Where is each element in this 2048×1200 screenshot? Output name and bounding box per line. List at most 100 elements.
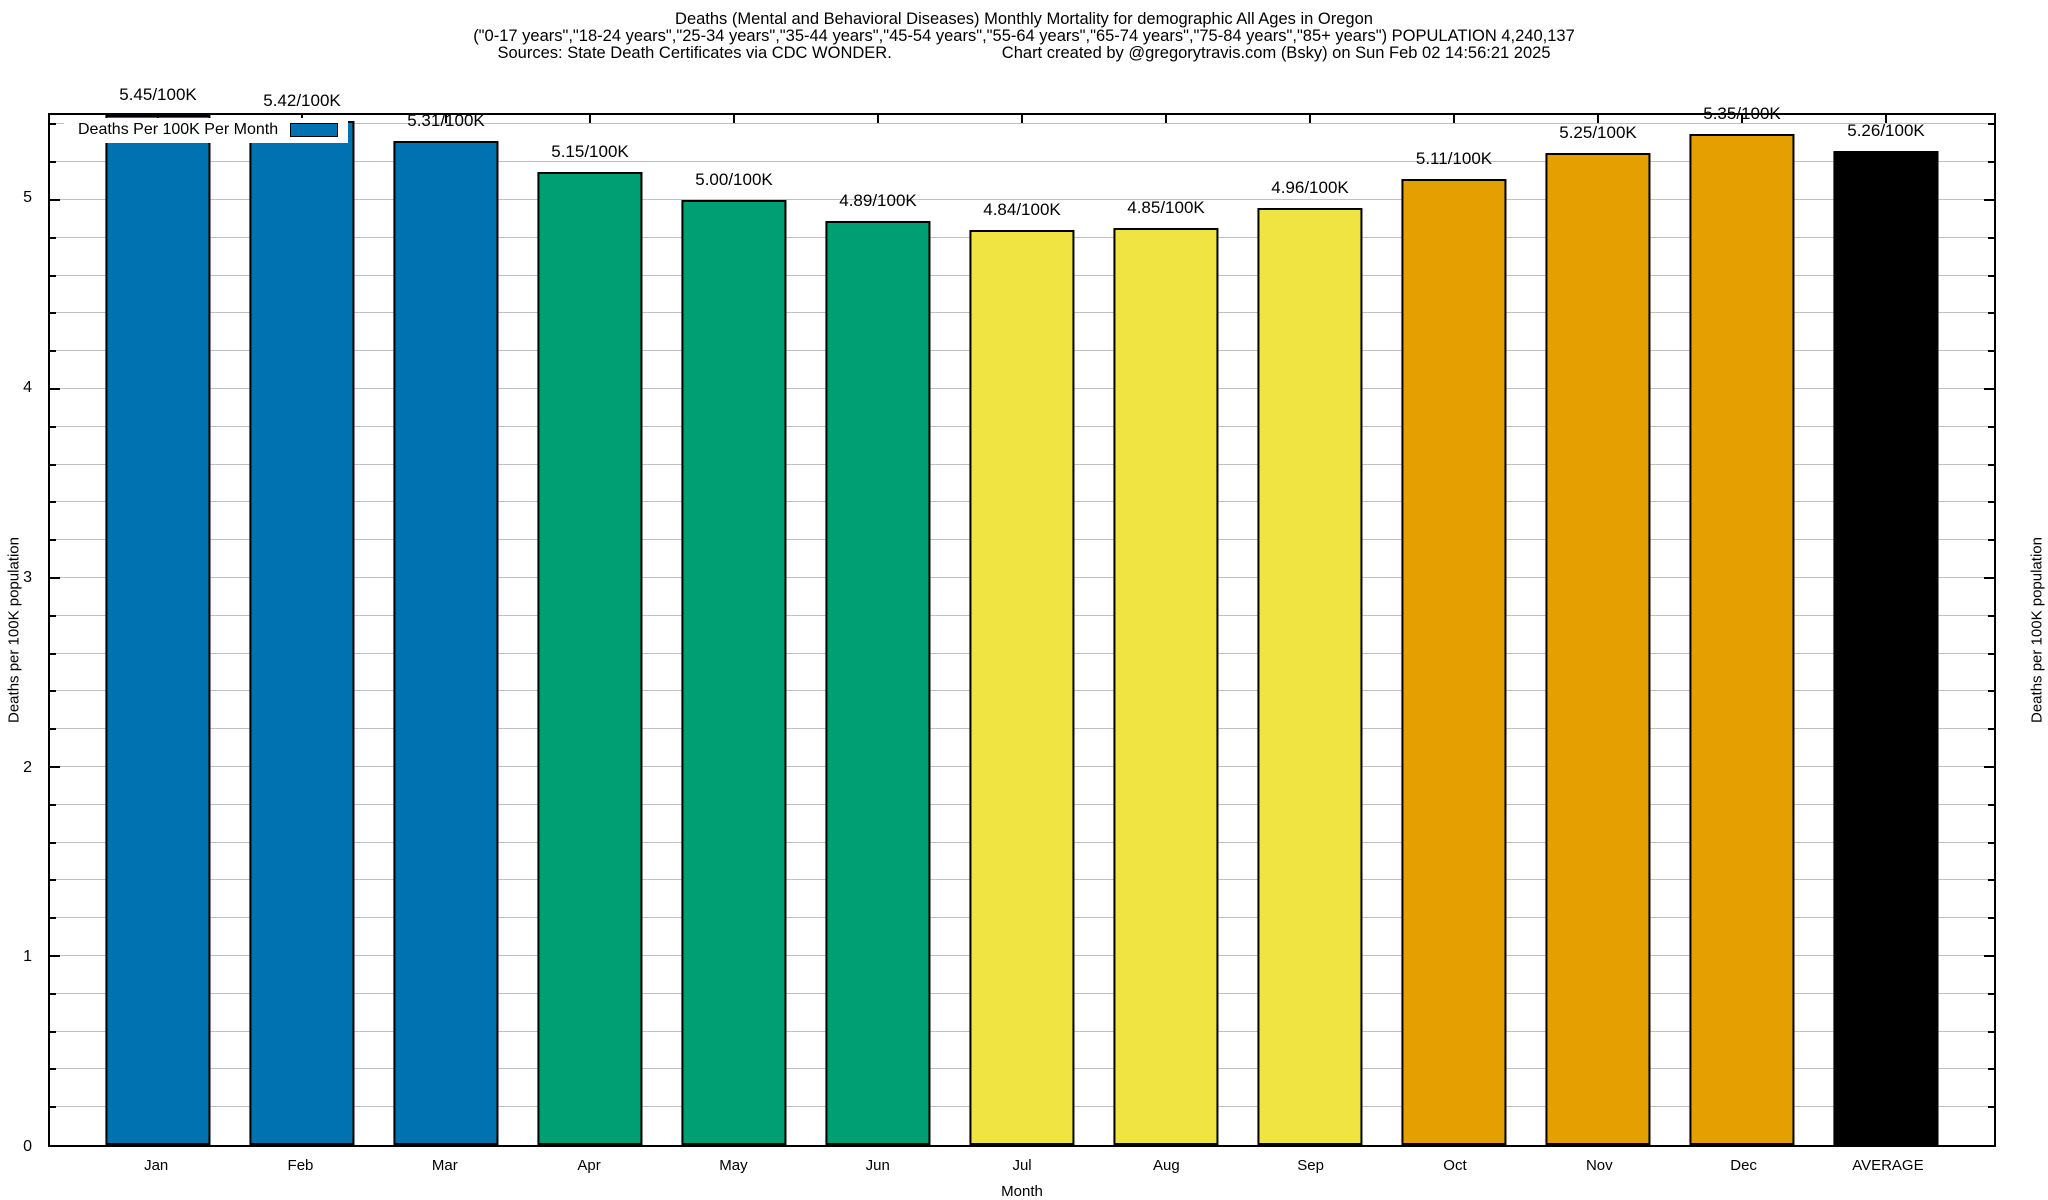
right-axis-tick — [1984, 199, 1994, 202]
left-axis-tick — [50, 463, 56, 466]
left-axis-tick — [50, 766, 60, 769]
top-axis-tick — [1741, 115, 1743, 123]
x-tick-label-sep: Sep — [1297, 1157, 1324, 1174]
left-axis-tick — [50, 236, 56, 239]
bar-feb — [249, 120, 355, 1145]
chart-credit: Chart created by @gregorytravis.com (Bsk… — [1001, 44, 1551, 62]
left-axis-tick — [50, 614, 56, 617]
x-tick-label-jan: Jan — [144, 1157, 169, 1174]
bar-slot-apr: 5.15/100K — [518, 115, 662, 1145]
top-axis-tick — [1021, 115, 1023, 123]
left-axis-tick — [50, 123, 56, 126]
right-axis-tick — [1988, 1068, 1994, 1071]
left-axis-tick — [50, 501, 56, 504]
bar-dec — [1689, 133, 1795, 1145]
left-axis-tick — [50, 312, 56, 315]
left-axis-tick — [50, 1030, 56, 1033]
legend-swatch-icon — [290, 123, 339, 137]
right-axis-tick — [1988, 614, 1994, 617]
right-axis-tick — [1988, 350, 1994, 353]
right-axis-tick — [1988, 123, 1994, 126]
y-tick-label: 4 — [23, 379, 32, 397]
bar-jun — [825, 220, 931, 1145]
x-tick-label-apr: Apr — [577, 1157, 601, 1174]
top-axis-tick — [1453, 115, 1455, 123]
bar-value-label: 4.89/100K — [839, 190, 917, 210]
top-axis-tick — [733, 115, 735, 123]
right-axis-tick — [1984, 766, 1994, 769]
bar-value-label: 5.11/100K — [1415, 149, 1493, 169]
right-axis-tick — [1988, 1030, 1994, 1033]
right-axis-tick — [1984, 955, 1994, 958]
bar-slot-may: 5.00/100K — [662, 115, 806, 1145]
bar-sep — [1257, 207, 1363, 1145]
major-gridline — [50, 199, 1994, 201]
bar-jan — [105, 115, 211, 1145]
y-tick-label: 0 — [23, 1138, 32, 1155]
bar-apr — [537, 171, 643, 1145]
top-axis-tick — [1165, 115, 1167, 123]
top-axis-tick — [589, 115, 591, 123]
x-tick-label-oct: Oct — [1443, 1157, 1467, 1174]
bar-value-label: 4.96/100K — [1271, 177, 1349, 197]
bar-value-label: 5.35/100K — [1703, 103, 1781, 123]
right-axis-tick — [1988, 312, 1994, 315]
right-axis-tick — [1988, 539, 1994, 542]
right-axis-tick — [1988, 425, 1994, 428]
right-axis-tick — [1988, 501, 1994, 504]
left-axis-tick — [50, 539, 56, 542]
chart-title: Deaths (Mental and Behavioral Diseases) … — [675, 10, 1373, 28]
left-axis-tick — [50, 803, 56, 806]
bar-value-label: 5.25/100K — [1559, 122, 1637, 142]
y-tick-label: 2 — [23, 758, 32, 776]
bar-jul — [969, 230, 1075, 1145]
bar-may — [681, 200, 787, 1145]
x-tick-label-nov: Nov — [1585, 1157, 1613, 1174]
title-block: Deaths (Mental and Behavioral Diseases) … — [0, 11, 2048, 62]
chart-subtitle-meta: Sources: State Death Certificates via CD… — [0, 45, 2048, 62]
plot-area: 5.45/100K 5.42/100K 5.31/100K 5.15/100K 5.00… — [48, 85, 1996, 1147]
right-axis-tick — [1988, 879, 1994, 882]
bar-oct — [1401, 179, 1507, 1145]
right-axis-tick — [1988, 728, 1994, 731]
bar-mar — [393, 141, 499, 1145]
left-axis-tick — [50, 161, 56, 164]
bars-container: 5.45/100K 5.42/100K 5.31/100K 5.15/100K 5.00… — [86, 85, 1958, 1145]
right-axis-tick — [1988, 1106, 1994, 1109]
left-axis-tick — [50, 879, 56, 882]
y-axis-tick-labels: 0 1 2 3 4 5 — [0, 113, 40, 1155]
bar-nov — [1545, 152, 1651, 1145]
bar-slot-average: 5.26/100K — [1814, 115, 1958, 1145]
chart-sources: Sources: State Death Certificates via CD… — [497, 44, 892, 62]
right-axis-tick — [1988, 652, 1994, 655]
left-axis-tick — [50, 955, 60, 958]
x-axis-label: Month — [1001, 1183, 1043, 1200]
x-tick-label-average: AVERAGE — [1852, 1157, 1924, 1174]
left-axis-tick — [50, 577, 60, 580]
left-axis-tick — [50, 425, 56, 428]
chart-subtitle-demographics: ("0-17 years","18-24 years","25-34 years… — [473, 27, 1575, 45]
left-axis-tick — [50, 917, 56, 920]
left-axis-tick — [50, 841, 56, 844]
right-axis-tick — [1988, 274, 1994, 277]
y-tick-label: 1 — [23, 948, 32, 966]
right-axis-tick — [1988, 841, 1994, 844]
left-axis-tick — [50, 1068, 56, 1071]
x-tick-label-jun: Jun — [865, 1157, 890, 1174]
minor-gridline — [50, 123, 1994, 125]
x-tick-label-dec: Dec — [1730, 1157, 1757, 1174]
bar-slot-jun: 4.89/100K — [806, 115, 950, 1145]
right-axis-tick — [1988, 690, 1994, 693]
top-axis-tick — [1885, 115, 1887, 123]
top-axis-tick — [1309, 115, 1311, 123]
right-axis-tick — [1988, 463, 1994, 466]
top-axis-tick — [877, 115, 879, 123]
bar-slot-dec: 5.35/100K — [1670, 104, 1814, 1145]
right-axis-tick — [1988, 236, 1994, 239]
bar-slot-jan: 5.45/100K — [86, 85, 230, 1145]
legend: Deaths Per 100K Per Month — [64, 118, 349, 143]
top-axis-tick — [1597, 115, 1599, 123]
x-tick-label-may: May — [719, 1157, 748, 1174]
left-axis-tick — [50, 1106, 56, 1109]
